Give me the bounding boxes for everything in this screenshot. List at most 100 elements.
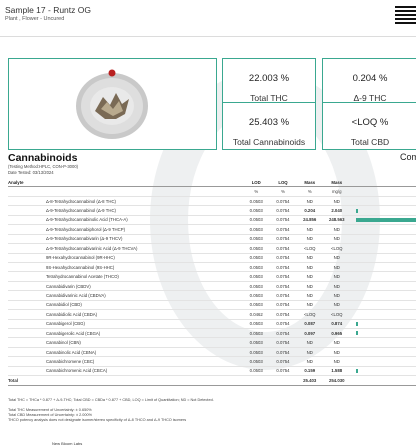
lod-value: 0.0503: [242, 328, 270, 339]
lod-value: 0.0503: [242, 319, 270, 330]
mass-bar-cell: [350, 319, 416, 330]
mass-pct-value: ND: [296, 281, 324, 292]
analyte-name: 9S-Hexahydrocannabinol (9S-HHC): [8, 262, 243, 273]
table-row: Cannabigerolic Acid (CBGA) 0.0503 0.0754 0.…: [8, 328, 416, 339]
d9-thc-label: Δ-9 THC: [353, 93, 387, 103]
lab-name: New Bloom Labs: [52, 441, 83, 446]
header-analyte: Analyte: [8, 178, 243, 188]
date-tested: Date Tested: 03/13/2024: [8, 170, 54, 175]
mass-mg-value: ND: [323, 262, 351, 273]
mass-pct-value: ND: [296, 356, 324, 367]
sample-title: Sample 17 - Runtz OG: [5, 5, 91, 15]
mass-bar-cell: [350, 253, 416, 263]
sample-photo-frame: [8, 58, 217, 150]
testing-method: (Testing Method:HPLC, CON-P-3000): [8, 164, 79, 169]
analyte-name: Δ-9-Tetrahydrocannabivarinic Acid (Δ-9 T…: [8, 243, 243, 254]
loq-value: 0.0754: [269, 290, 297, 301]
mass-bar: [356, 217, 416, 222]
table-row: Δ-9-Tetrahydrocannabiphorol (Δ-9 THCP) 0.…: [8, 224, 416, 235]
lod-value: 0.0503: [242, 300, 270, 311]
mass-mg-value: ND: [323, 347, 351, 358]
mass-bar-cell: [350, 309, 416, 320]
mass-bar-cell: [350, 234, 416, 245]
stat-total-cbd: <LOQ % Total CBD: [322, 102, 416, 150]
analyte-name: Cannabidivarin (CBDV): [8, 281, 243, 292]
total-mass-pct: 25.403: [296, 375, 324, 386]
mass-bar-cell: [350, 215, 416, 226]
lod-value: 0.0503: [242, 366, 270, 377]
loq-value: 0.0754: [269, 356, 297, 367]
mass-bar-cell: [350, 281, 416, 292]
loq-value: 0.0754: [269, 253, 297, 263]
loq-value: 0.0754: [269, 215, 297, 226]
table-row: Δ-9-Tetrahydrocannabivarinic Acid (Δ-9 T…: [8, 243, 416, 254]
mass-bar-cell: [350, 337, 416, 348]
table-row: Cannabigerol (CBG) 0.0503 0.0754 0.087 0.874: [8, 319, 416, 330]
mass-mg-value: ND: [323, 281, 351, 292]
mass-mg-value: ND: [323, 356, 351, 367]
loq-value: 0.0754: [269, 205, 297, 216]
mass-bar-cell: [350, 356, 416, 367]
mass-pct-value: ND: [296, 271, 324, 282]
loq-value: 0.0754: [269, 319, 297, 330]
header-lod: LOD: [242, 178, 270, 188]
analyte-name: Cannabidiol (CBD): [8, 300, 243, 311]
cannabinoid-table: Analyte LOD LOQ Mass Mass % % % mg/g Δ-8…: [8, 178, 416, 386]
mass-pct-value: ND: [296, 262, 324, 273]
mass-bar: [356, 321, 358, 326]
loq-value: 0.0754: [269, 243, 297, 254]
unit-mass-pct: %: [296, 186, 324, 197]
mass-mg-value: 2.040: [323, 205, 351, 216]
mass-pct-value: ND: [296, 234, 324, 245]
footnote-thc-uncertainty: Total THC Measurement of Uncertainty: ± …: [8, 408, 92, 412]
lod-value: 0.0503: [242, 196, 270, 207]
lod-value: 0.0503: [242, 356, 270, 367]
total-thc-label: Total THC: [250, 93, 288, 103]
unit-lod: %: [242, 186, 270, 197]
sample-subtitle: Plant , Flower - Uncured: [5, 16, 65, 22]
lod-value: 0.0503: [242, 347, 270, 358]
table-row: Cannabidiol (CBD) 0.0503 0.0754 ND ND: [8, 300, 416, 311]
lod-value: 0.0503: [242, 234, 270, 245]
mass-mg-value: ND: [323, 300, 351, 311]
analyte-name: Cannabigerolic Acid (CBGA): [8, 328, 243, 339]
d9-thc-value: 0.204 %: [352, 73, 388, 84]
mass-mg-value: ND: [323, 234, 351, 245]
mass-pct-value: 0.087: [296, 319, 324, 330]
loq-value: 0.0754: [269, 224, 297, 235]
table-row: Cannabichromenic Acid (CBCA) 0.0503 0.0754…: [8, 366, 416, 377]
mass-bar-cell: [350, 205, 416, 216]
loq-value: 0.0754: [269, 281, 297, 292]
mass-pct-value: ND: [296, 290, 324, 301]
unit-loq: %: [269, 186, 297, 197]
analyte-name: Cannabinol (CBN): [8, 337, 243, 348]
table-units-row: % % % mg/g: [8, 186, 416, 197]
lod-value: 0.0503: [242, 224, 270, 235]
lod-value: 0.0503: [242, 205, 270, 216]
loq-value: 0.0754: [269, 196, 297, 207]
loq-value: 0.0754: [269, 234, 297, 245]
lod-value: 0.0503: [242, 337, 270, 348]
lod-value: 0.0503: [242, 281, 270, 292]
mass-bar-cell: [350, 366, 416, 377]
mass-mg-value: <LOQ: [323, 243, 351, 254]
mass-bar-cell: [350, 243, 416, 254]
loq-value: 0.0754: [269, 309, 297, 320]
total-thc-value: 22.003 %: [248, 73, 290, 84]
analyte-name: Tetrahydrocannabinol Acetate (THCO): [8, 271, 243, 282]
mass-bar-cell: [350, 300, 416, 311]
header-mass-pct: Mass: [296, 178, 324, 188]
total-mass-mg: 254.030: [323, 375, 351, 386]
lod-value: 0.0503: [242, 290, 270, 301]
lod-value: 0.0503: [242, 262, 270, 273]
total-label: Total: [8, 375, 243, 386]
table-row: Δ-9-Tetrahydrocannabinol (Δ-9 THC) 0.0503…: [8, 205, 416, 216]
mass-mg-value: ND: [323, 290, 351, 301]
table-row: Tetrahydrocannabinol Acetate (THCO) 0.050…: [8, 271, 416, 282]
table-row: Cannabidivarin (CBDV) 0.0503 0.0754 ND ND: [8, 281, 416, 292]
table-row: Cannabidivarinic Acid (CBDVA) 0.0503 0.075…: [8, 290, 416, 301]
loq-value: 0.0754: [269, 347, 297, 358]
analyte-name: Δ-8-Tetrahydrocannabinol (Δ-8 THC): [8, 196, 243, 207]
lod-value: 0.0503: [242, 253, 270, 263]
